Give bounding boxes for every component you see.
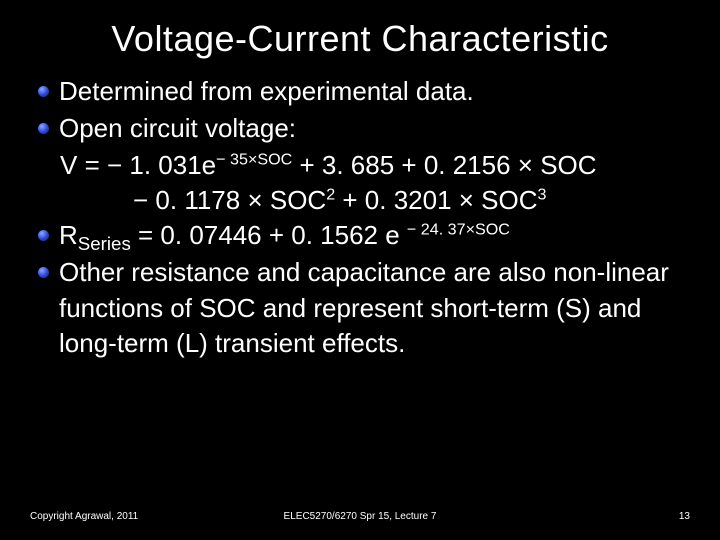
bullet-text: RSeries = 0. 07446 + 0. 1562 e − 24. 37×… bbox=[59, 218, 690, 253]
footer-left: Copyright Agrawal, 2011 bbox=[30, 511, 138, 522]
eq-text: R bbox=[59, 220, 78, 250]
eq-sup: 3 bbox=[538, 186, 547, 204]
eq-text: − 0. 1178 × SOC bbox=[133, 185, 326, 215]
eq-sup: 2 bbox=[326, 186, 335, 204]
slide-content: Determined from experimental data. Open … bbox=[30, 74, 690, 361]
bullet-item: Open circuit voltage: bbox=[38, 111, 690, 146]
slide-container: Voltage-Current Characteristic Determine… bbox=[0, 0, 720, 540]
eq-text: = 0. 07446 + 0. 1562 e bbox=[131, 220, 407, 250]
eq-sup: − 24. 37×SOC bbox=[407, 221, 510, 239]
equation-line: V = − 1. 031e− 35×SOC + 3. 685 + 0. 2156… bbox=[38, 148, 690, 183]
eq-sup: − 35×SOC bbox=[216, 151, 292, 169]
bullet-icon bbox=[38, 230, 49, 241]
eq-text: + 0. 3201 × SOC bbox=[335, 185, 537, 215]
equation-line: − 0. 1178 × SOC2 + 0. 3201 × SOC3 bbox=[38, 183, 690, 218]
bullet-text: Other resistance and capacitance are als… bbox=[59, 255, 690, 360]
bullet-icon bbox=[38, 267, 49, 278]
bullet-icon bbox=[38, 123, 49, 134]
eq-text: + 3. 685 + 0. 2156 × SOC bbox=[292, 150, 596, 180]
eq-text: V = − 1. 031e bbox=[60, 150, 216, 180]
bullet-item: Determined from experimental data. bbox=[38, 74, 690, 109]
footer-center: ELEC5270/6270 Spr 15, Lecture 7 bbox=[284, 511, 437, 522]
bullet-item: RSeries = 0. 07446 + 0. 1562 e − 24. 37×… bbox=[38, 218, 690, 253]
slide-title: Voltage-Current Characteristic bbox=[30, 18, 690, 60]
footer-right: 13 bbox=[679, 511, 690, 522]
slide-footer: Copyright Agrawal, 2011 ELEC5270/6270 Sp… bbox=[0, 511, 720, 522]
bullet-icon bbox=[38, 86, 49, 97]
bullet-item: Other resistance and capacitance are als… bbox=[38, 255, 690, 360]
bullet-text: Open circuit voltage: bbox=[59, 111, 690, 146]
eq-sub: Series bbox=[78, 234, 131, 255]
bullet-text: Determined from experimental data. bbox=[59, 74, 690, 109]
